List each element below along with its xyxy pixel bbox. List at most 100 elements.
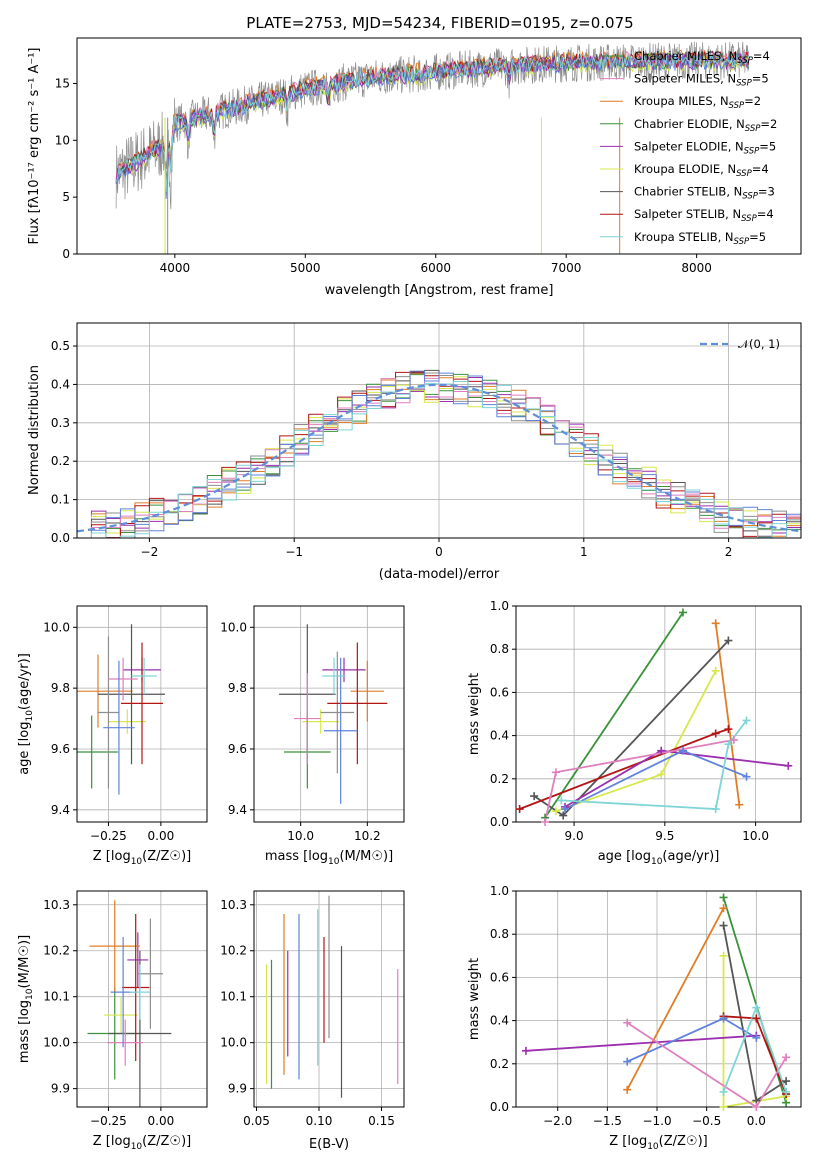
axes-z-age: −0.25 0.00 9.4 9.6 9.8 10.0 Z [log10(Z/Z☉)] age… <box>17 605 208 867</box>
x-tick-label: 0.00 <box>148 1114 175 1128</box>
weight-marker <box>551 768 560 777</box>
x-tick-label: −2 <box>141 545 159 559</box>
legend-label: Salpeter STELIB, NSSP=4 <box>634 207 774 224</box>
model-spectrum-line <box>115 52 750 192</box>
y-tick-label: 0.4 <box>490 729 509 743</box>
y-tick-label: 10.3 <box>220 898 247 912</box>
y-tick-label: 10.0 <box>43 1036 70 1050</box>
legend-label: Kroupa MILES, NSSP=2 <box>634 94 761 111</box>
y-tick-label: 0.2 <box>490 772 509 786</box>
y-axis-label: mass weight <box>467 673 482 755</box>
plot-area-z-mass <box>87 900 172 1107</box>
y-tick-label: 0.4 <box>490 1014 509 1028</box>
y-tick-label: 10.0 <box>220 620 247 634</box>
x-tick-label: 0.10 <box>306 1114 333 1128</box>
legend-label: Chabrier STELIB, NSSP=3 <box>634 185 775 202</box>
weight-marker <box>623 1018 632 1027</box>
axes-spectrum: 4000 5000 6000 7000 8000 0 5 10 15 Chabrier MILES… <box>27 37 802 298</box>
weight-marker <box>782 1087 791 1096</box>
x-tick-label: −2.0 <box>543 1114 572 1128</box>
figure-title: PLATE=2753, MJD=54234, FIBERID=0195, z=0… <box>246 14 633 32</box>
y-tick-label: 1.0 <box>490 599 509 613</box>
plot-area-residuals <box>77 369 801 538</box>
axes-z-weight: −2.0 −1.5 −1.0 −0.5 0.0 0.0 0.2 0.4 0.6 0.8 1.0 Z [… <box>467 884 802 1152</box>
weight-marker <box>657 746 666 755</box>
x-axis-label: Z [log10(Z/Z☉)] <box>93 1134 191 1152</box>
axes-frame <box>76 890 208 1108</box>
x-tick-label: −0.25 <box>90 1114 127 1128</box>
x-axis-label: E(B-V) <box>309 1137 349 1152</box>
legend-label: Kroupa STELIB, NSSP=5 <box>634 230 766 247</box>
y-tick-label: 0.1 <box>51 493 70 507</box>
weight-marker <box>657 770 666 779</box>
y-tick-label: 5 <box>62 190 70 204</box>
y-tick-label: 9.4 <box>228 803 247 817</box>
weight-line <box>561 719 748 810</box>
weight-line <box>626 907 725 1091</box>
x-tick-label: 0 <box>435 545 443 559</box>
normal-curve <box>77 383 801 533</box>
x-tick-label: −0.25 <box>90 829 127 843</box>
y-tick-label: 0.0 <box>490 1100 509 1114</box>
y-axis-label: mass weight <box>467 958 482 1040</box>
legend-label: Chabrier ELODIE, NSSP=2 <box>634 117 777 134</box>
x-tick-label: 9.5 <box>655 829 674 843</box>
plot-area-ebv-mass <box>265 895 399 1098</box>
plot-area-spectrum <box>115 41 750 254</box>
x-axis-label: wavelength [Angstrom, rest frame] <box>325 283 554 298</box>
y-tick-label: 9.8 <box>228 681 247 695</box>
legend-label: 𝒩(0, 1) <box>738 337 780 351</box>
weight-line <box>714 623 741 805</box>
y-tick-label: 10.0 <box>43 620 70 634</box>
x-tick-label: −1.0 <box>642 1114 671 1128</box>
y-tick-label: 10.1 <box>43 990 70 1004</box>
weight-marker <box>752 1103 761 1111</box>
weight-marker <box>711 666 720 675</box>
y-tick-label: 10.2 <box>43 944 70 958</box>
y-tick-label: 0 <box>62 247 70 261</box>
y-axis-label: Flux [fλ10⁻¹⁷ erg cm⁻² s⁻¹ A⁻¹] <box>27 48 42 245</box>
weight-marker <box>735 800 744 809</box>
y-tick-label: 9.9 <box>228 1082 247 1096</box>
weight-marker <box>752 1033 761 1042</box>
x-axis-label: Z [log10(Z/Z☉)] <box>93 849 191 867</box>
x-tick-label: 5000 <box>290 261 321 275</box>
x-axis-label: (data-model)/error <box>379 567 500 582</box>
axes-z-mass: −0.25 0.00 9.9 10.0 10.1 10.2 10.3 Z [log10(Z/Z… <box>17 890 208 1152</box>
legend-label: Salpeter MILES, NSSP=5 <box>634 72 769 89</box>
plot-area-z-weight <box>525 897 787 1107</box>
histogram-step <box>77 377 801 538</box>
weight-marker <box>724 740 733 749</box>
axes-frame <box>515 890 802 1108</box>
y-axis-label: Normed distribution <box>27 365 42 495</box>
x-axis-label: Z [log10(Z/Z☉)] <box>609 1134 707 1152</box>
legend-label: Chabrier MILES, NSSP=4 <box>634 49 770 66</box>
weight-marker <box>782 1053 791 1062</box>
weight-marker <box>711 729 720 738</box>
x-tick-label: 10.0 <box>287 829 314 843</box>
weight-marker <box>551 807 560 816</box>
weight-marker <box>742 772 751 781</box>
y-tick-label: 0.4 <box>51 377 70 391</box>
weight-marker <box>782 1077 791 1086</box>
x-tick-label: 0.00 <box>148 829 175 843</box>
x-tick-label: 2 <box>725 545 733 559</box>
weight-marker <box>724 725 733 734</box>
x-axis-label: age [log10(age/yr)] <box>598 849 720 867</box>
axes-age-weight: 9.0 9.5 10.0 0.0 0.2 0.4 0.6 0.8 1.0 age [log10(a… <box>467 599 802 867</box>
x-tick-label: −1.5 <box>593 1114 622 1128</box>
y-tick-label: 0.0 <box>51 531 70 545</box>
weight-line <box>525 1034 757 1052</box>
weight-marker <box>719 1103 728 1111</box>
y-tick-label: 0.6 <box>490 970 509 984</box>
y-tick-label: 15 <box>55 76 70 90</box>
weight-marker <box>752 1003 761 1012</box>
weight-marker <box>711 805 720 814</box>
weight-marker <box>719 921 728 930</box>
x-tick-label: 6000 <box>420 261 451 275</box>
axes-frame <box>253 890 405 1108</box>
legend-label: Kroupa ELODIE, NSSP=4 <box>634 162 769 179</box>
y-tick-label: 10.3 <box>43 898 70 912</box>
plot-area-age-weight <box>519 611 789 822</box>
weight-marker <box>719 1014 728 1023</box>
